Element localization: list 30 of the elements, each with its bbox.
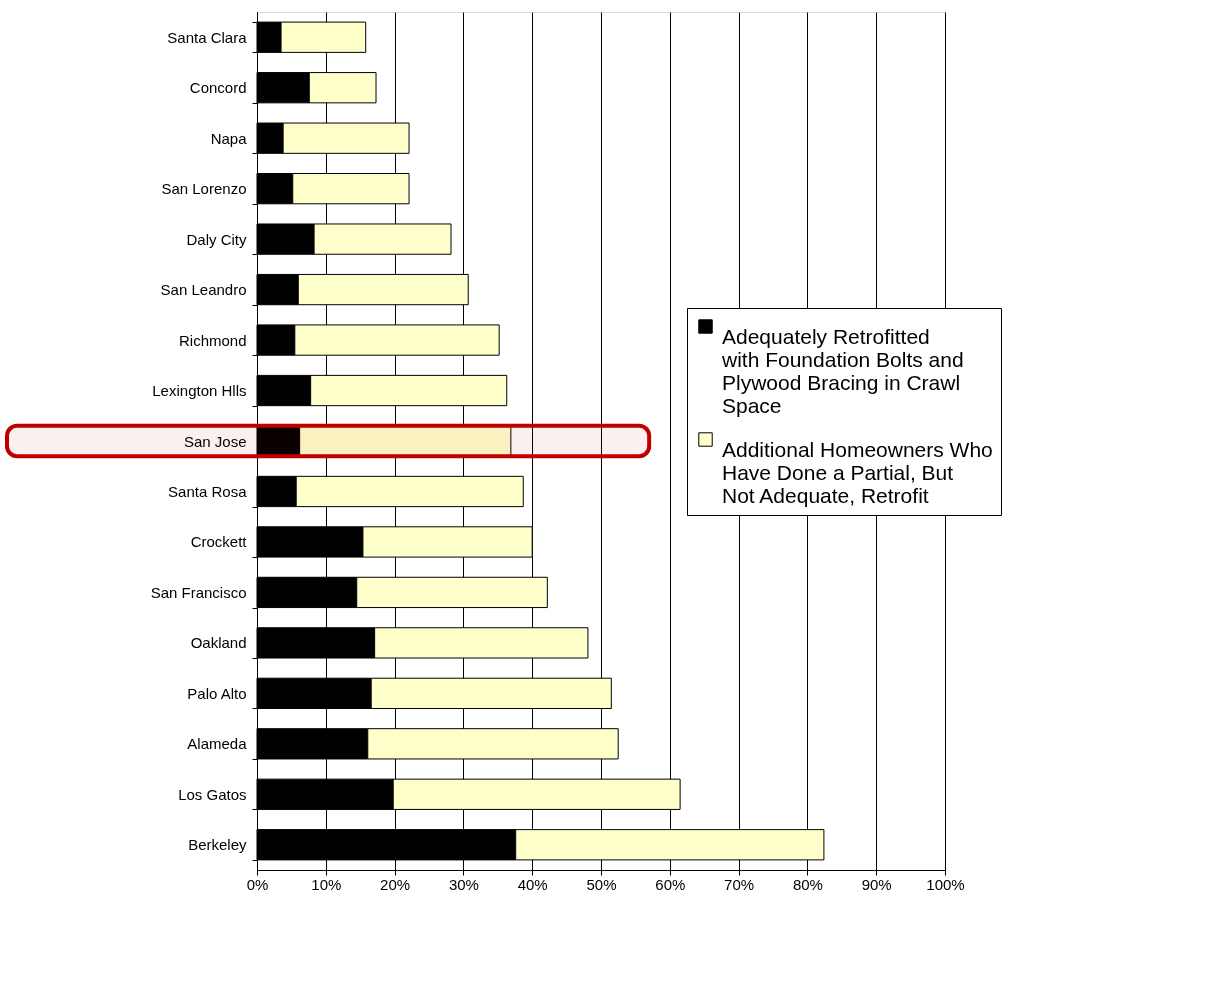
y-tick-label: Los Gatos	[178, 785, 247, 803]
legend-label: Adequately Retrofitted with Foundation Bolts and Plywood Bracing in Crawl Space	[721, 324, 964, 417]
y-tick-label: Napa	[210, 129, 248, 147]
x-tick-label: 60%	[655, 875, 686, 893]
y-tick-label: Daly City	[186, 230, 247, 248]
x-tick-label: 10%	[311, 875, 342, 893]
x-tick-label: 80%	[792, 875, 823, 893]
x-tick-label: 30%	[448, 875, 479, 893]
x-tick-label: 70%	[724, 875, 755, 893]
legend-label: Additional Homeowners Who Have Done a Partial, But Not Adequate, Retrofit	[722, 437, 993, 507]
y-tick-label: Richmond	[178, 331, 247, 349]
x-tick-label: 50%	[586, 875, 617, 893]
x-tick-label: 40%	[517, 875, 548, 893]
y-tick-label: San Leandro	[160, 281, 247, 299]
x-tick-label: 20%	[380, 875, 411, 893]
y-tick-label: Palo Alto	[187, 684, 247, 702]
x-tick-label: 100%	[926, 875, 965, 893]
y-tick-label: Crockett	[190, 533, 248, 551]
x-tick-label: 0%	[246, 875, 269, 893]
y-tick-label: Santa Rosa	[168, 482, 248, 500]
y-tick-label: Berkeley	[188, 836, 247, 854]
y-tick-label: San Francisco	[150, 583, 247, 601]
y-tick-label: Oakland	[190, 634, 247, 652]
y-tick-label: Concord	[189, 79, 247, 97]
x-tick-label: 90%	[861, 875, 892, 893]
y-tick-label: Lexington Hlls	[152, 382, 247, 400]
y-tick-label: Alameda	[187, 735, 248, 753]
y-tick-label: San Jose	[183, 432, 247, 450]
y-tick-label: Santa Clara	[167, 28, 248, 46]
y-tick-label: San Lorenzo	[161, 180, 247, 198]
